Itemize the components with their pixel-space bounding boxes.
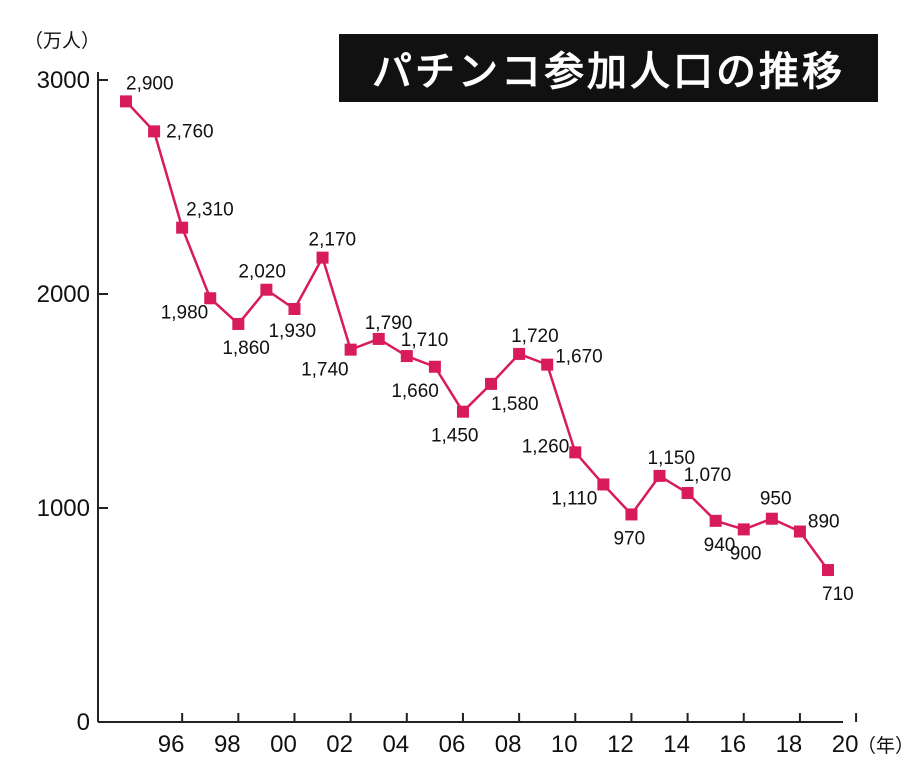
x-tick-label: 04 (382, 731, 409, 758)
data-point (513, 347, 526, 360)
data-point (541, 358, 554, 371)
x-ticks: 96 98 00 02 04 06 08 10 12 14 16 18 20 (158, 713, 859, 758)
data-point (372, 332, 385, 345)
data-label: 1,260 (522, 436, 570, 457)
data-point (653, 469, 666, 482)
data-label: 1,790 (365, 313, 413, 334)
data-point (260, 283, 273, 296)
data-label: 1,110 (551, 488, 597, 509)
x-tick-label: 14 (663, 731, 690, 758)
data-point (344, 343, 357, 356)
data-label: 1,670 (555, 347, 603, 368)
chart-title: パチンコ参加人口の推移 (339, 34, 878, 102)
x-tick-label: 18 (776, 731, 803, 758)
data-label: 1,580 (491, 394, 539, 415)
data-label: 890 (808, 512, 840, 533)
data-label: 900 (730, 543, 762, 564)
data-label: 2,170 (309, 230, 357, 251)
x-tick-label: 08 (495, 731, 522, 758)
data-point (316, 251, 329, 264)
x-tick-label: 96 (158, 731, 185, 758)
data-label: 2,020 (238, 262, 286, 283)
series-line (125, 100, 830, 571)
y-ticks: 0 1000 2000 3000 (37, 67, 108, 736)
axes (97, 72, 843, 723)
data-point (148, 125, 161, 138)
data-point (204, 292, 217, 305)
data-label: 1,980 (161, 302, 209, 323)
data-point (288, 302, 301, 315)
data-label: 1,720 (511, 326, 559, 347)
data-label: 1,930 (268, 321, 316, 342)
x-tick-label: 02 (326, 731, 353, 758)
y-tick-label: 1000 (37, 495, 90, 522)
x-tick-label: 12 (607, 731, 634, 758)
data-label: 1,070 (684, 465, 732, 486)
data-point (822, 564, 834, 577)
data-point (428, 360, 441, 373)
data-label: 1,150 (648, 448, 696, 469)
data-point (569, 446, 582, 459)
data-point (456, 405, 469, 418)
data-label: 970 (613, 528, 645, 549)
data-point (625, 508, 638, 521)
data-label: 1,450 (431, 426, 479, 447)
data-point (176, 221, 189, 234)
data-point (597, 478, 610, 491)
y-tick-label: 3000 (37, 67, 90, 94)
data-series (120, 95, 834, 577)
data-label: 2,900 (126, 73, 174, 94)
data-point (793, 525, 806, 538)
data-point (400, 350, 413, 363)
data-label: 1,710 (401, 330, 449, 351)
data-label: 1,860 (222, 338, 270, 359)
y-tick-label: 2000 (37, 281, 90, 308)
x-tick-label: 16 (719, 731, 746, 758)
data-label: 950 (760, 489, 792, 510)
data-point (120, 95, 132, 108)
y-unit-label: （万人） (24, 30, 100, 52)
data-label: 940 (704, 535, 736, 556)
data-label: 2,310 (186, 200, 234, 221)
y-tick-label: 0 (77, 709, 90, 736)
data-label: 2,760 (166, 121, 214, 142)
x-tick-label: 10 (551, 731, 578, 758)
x-tick-label: 98 (214, 731, 241, 758)
data-point (232, 317, 245, 330)
data-label: 1,660 (391, 381, 439, 402)
x-tick-label: 20 (832, 731, 859, 758)
data-label: 1,740 (301, 360, 349, 381)
data-point (485, 377, 498, 390)
data-point (765, 512, 778, 525)
data-label: 710 (822, 584, 854, 605)
x-unit-label: （年） (857, 735, 907, 757)
data-point (709, 514, 722, 527)
data-point (737, 523, 750, 536)
x-tick-label: 06 (439, 731, 466, 758)
x-tick-label: 00 (270, 731, 297, 758)
data-labels: 2,900 2,760 2,310 1,980 1,860 2,020 1,930 2,170… (126, 73, 854, 605)
data-point (681, 487, 694, 500)
